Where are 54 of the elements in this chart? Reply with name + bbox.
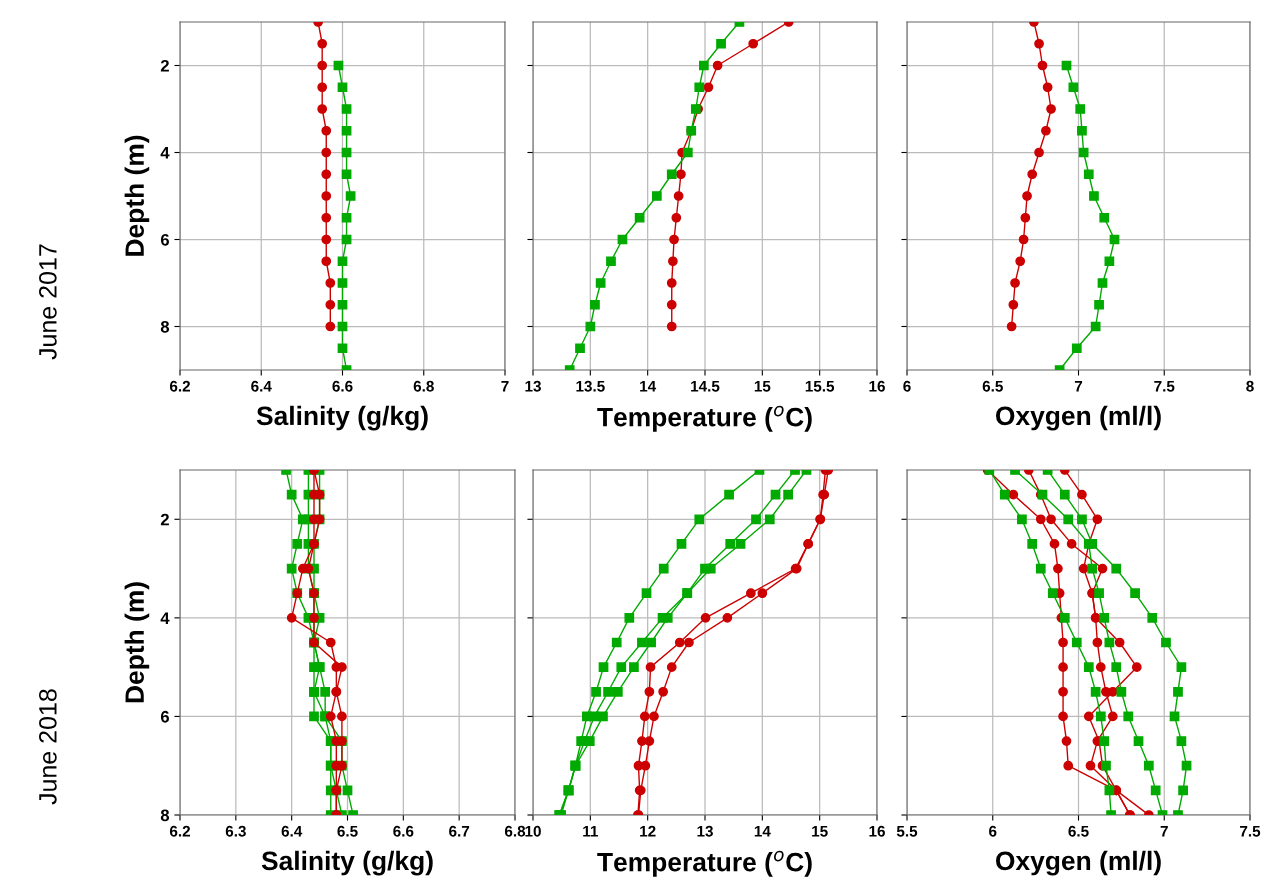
x-tick-label: 13.5 xyxy=(576,380,605,392)
y-tick-label: 8 xyxy=(160,320,170,333)
x-tick-label: 7 xyxy=(1074,380,1083,392)
x-tick-label: 6 xyxy=(989,825,997,837)
x-tick-label: 8 xyxy=(1246,380,1254,392)
x-tick-label: 7 xyxy=(501,380,509,392)
x-tick-label: 5.5 xyxy=(896,825,918,837)
y-axis-title: Depth (m) xyxy=(124,582,150,703)
x-tick-label: 6.5 xyxy=(1068,825,1089,837)
x-tick-label: 6 xyxy=(903,380,911,392)
x-tick-label: 6.6 xyxy=(393,825,414,837)
x-tick-label: 10 xyxy=(525,825,541,837)
x-axis-title: Oxygen (ml/l) xyxy=(996,850,1161,876)
x-tick-label: 7 xyxy=(1160,825,1168,837)
x-tick-label: 7.5 xyxy=(1154,380,1175,392)
x-tick-label: 16 xyxy=(869,825,885,837)
x-tick-label: 6.7 xyxy=(449,825,470,837)
x-tick-label: 6.5 xyxy=(982,380,1003,392)
x-tick-label: 6.8 xyxy=(504,825,526,837)
x-tick-label: 6.4 xyxy=(281,825,303,837)
x-axis-title: Salinity (g/kg) xyxy=(256,405,428,431)
x-tick-label: 13 xyxy=(525,380,541,392)
x-tick-label: 6.8 xyxy=(413,380,434,392)
x-tick-label: 6.4 xyxy=(251,380,272,392)
y-tick-label: 8 xyxy=(160,809,170,822)
x-tick-label: 14.5 xyxy=(691,380,720,392)
x-tick-label: 6.2 xyxy=(169,825,191,837)
x-tick-label: 7.5 xyxy=(1240,825,1261,837)
x-tick-label: 11 xyxy=(583,825,598,837)
y-tick-label: 4 xyxy=(160,612,170,624)
text: June 2018 xyxy=(39,689,57,805)
y-tick-label: 4 xyxy=(160,147,170,159)
text: June 2017 xyxy=(39,244,57,360)
x-axis-title: Temperature ($^{o}$C) xyxy=(597,405,812,432)
y-tick-label: 2 xyxy=(160,513,169,526)
x-tick-label: 12 xyxy=(640,825,656,837)
x-axis-title: Salinity (g/kg) xyxy=(261,850,433,876)
x-tick-label: 15.5 xyxy=(805,380,835,392)
x-axis-title: Oxygen (ml/l) xyxy=(996,405,1161,431)
x-axis-title: Temperature ($^{o}$C) xyxy=(597,850,812,877)
x-tick-label: 15 xyxy=(754,380,771,392)
y-tick-label: 2 xyxy=(160,59,169,72)
x-tick-label: 14 xyxy=(754,825,771,837)
x-tick-label: 16 xyxy=(869,380,885,392)
x-tick-label: 15 xyxy=(812,825,828,837)
x-tick-label: 6.2 xyxy=(169,380,191,392)
x-tick-label: 6.6 xyxy=(332,380,353,392)
y-tick-label: 6 xyxy=(160,233,169,246)
y-tick-label: 6 xyxy=(160,710,169,723)
x-tick-label: 14 xyxy=(640,380,657,392)
x-tick-label: 13 xyxy=(697,825,713,837)
y-axis-title: Depth (m) xyxy=(124,135,150,256)
x-tick-label: 6.3 xyxy=(225,825,246,837)
x-tick-label: 6.5 xyxy=(337,825,358,837)
